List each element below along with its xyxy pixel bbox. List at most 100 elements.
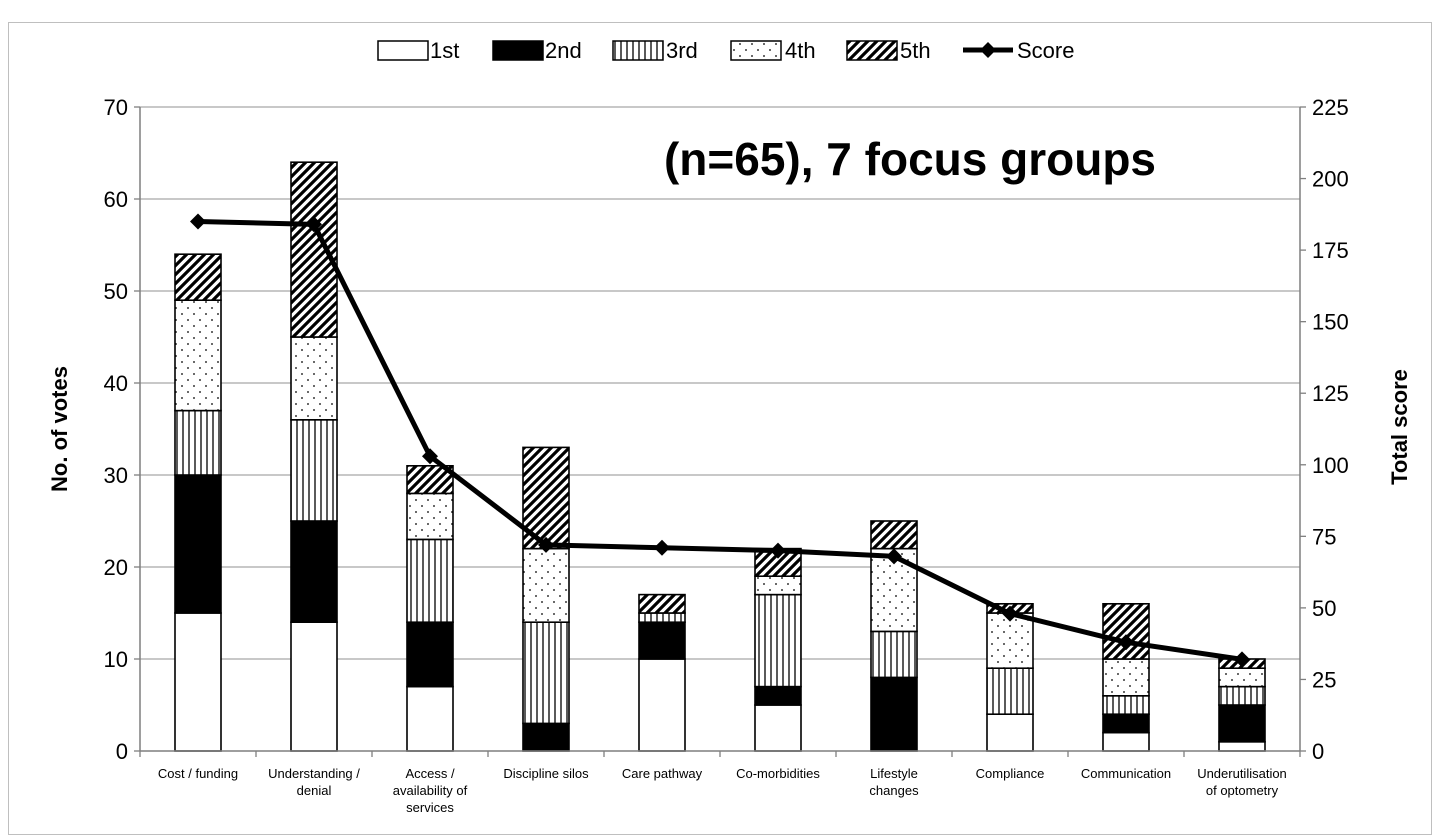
bar-segment-3rd [1102, 694, 1150, 715]
bar-segment-3rd [1218, 685, 1266, 706]
score-marker [1002, 605, 1018, 622]
bar-segment-2nd [522, 722, 570, 752]
x-tick-label: Communication [1081, 766, 1171, 781]
y2-tick-label: 200 [1312, 167, 1349, 192]
y-tick-label: 40 [104, 371, 128, 396]
bar-segment-1st [1218, 740, 1266, 752]
x-tick-label: Discipline silos [503, 766, 589, 781]
axis-labels: 0 10 20 30 40 50 60 70 0 25 50 75 100 125 150 175 200 225… [47, 95, 1412, 815]
bar-segment-5th [290, 161, 338, 338]
y2-tick-label: 75 [1312, 524, 1336, 549]
score-marker [886, 548, 902, 565]
score-marker [1234, 651, 1250, 668]
y2-tick-label: 25 [1312, 667, 1336, 692]
bar-segment-5th [638, 593, 686, 614]
bar-segment-1st [754, 704, 802, 752]
axes [134, 106, 1306, 757]
bar-segment-3rd [406, 538, 454, 624]
legend-swatch-5th [846, 40, 898, 61]
legend-label: 3rd [666, 38, 698, 63]
bar-segment-2nd [290, 520, 338, 623]
bar-segment-3rd [522, 621, 570, 725]
bar-segment-4th [174, 299, 222, 412]
y-tick-label: 50 [104, 279, 128, 304]
score-marker [190, 213, 206, 230]
x-tick-label: Compliance [976, 766, 1045, 781]
legend-label: 5th [900, 38, 931, 63]
y2-tick-label: 225 [1312, 95, 1349, 120]
bar-segment-3rd [290, 418, 338, 522]
bar-segment-5th [1102, 602, 1150, 660]
bar-segment-1st [1102, 731, 1150, 752]
chart-annotation: (n=65), 7 focus groups [664, 133, 1156, 185]
y-tick-label: 10 [104, 647, 128, 672]
bar-segment-3rd [638, 612, 686, 623]
bar-segment-1st [290, 621, 338, 752]
bar-segment-4th [1218, 667, 1266, 688]
bar-segment-3rd [986, 667, 1034, 716]
y2-tick-label: 150 [1312, 310, 1349, 335]
legend-swatch-marker [980, 42, 996, 58]
bar-segment-1st [406, 685, 454, 752]
bar-segment-1st [638, 658, 686, 752]
score-line-path [197, 218, 1243, 662]
legend-swatch-3rd [612, 40, 664, 61]
y2-tick-label: 0 [1312, 739, 1324, 764]
bar-segment-1st [986, 713, 1034, 752]
y2-tick-label: 175 [1312, 238, 1349, 263]
y2-tick-label: 100 [1312, 453, 1349, 478]
legend-swatch-1st [377, 40, 429, 61]
bar-segment-4th [290, 336, 338, 421]
x-tick-label: Access / availability of services [393, 766, 468, 815]
score-marker [770, 542, 786, 559]
bar-segment-2nd [406, 621, 454, 688]
bar-segment-3rd [870, 630, 918, 679]
y2-tick-label: 50 [1312, 596, 1336, 621]
y-tick-label: 60 [104, 187, 128, 212]
legend-swatch-4th [730, 40, 782, 61]
bar-segment-4th [522, 547, 570, 623]
bar-segment-5th [406, 464, 454, 495]
bar-segment-4th [406, 492, 454, 541]
y-tick-label: 20 [104, 555, 128, 580]
bar-segment-2nd [1102, 713, 1150, 734]
legend-label: 4th [785, 38, 816, 63]
bar-segment-2nd [174, 474, 222, 614]
bars [174, 161, 1266, 752]
bar-segment-4th [754, 575, 802, 596]
y-axis-title: No. of votes [47, 366, 72, 492]
y-tick-label: 70 [104, 95, 128, 120]
score-marker [1118, 634, 1134, 651]
x-tick-label: Cost / funding [158, 766, 238, 781]
y2-axis-title: Total score [1387, 369, 1412, 485]
bar-segment-2nd [870, 676, 918, 752]
bar-segment-5th [870, 520, 918, 550]
legend: 1st 2nd 3rd 4th 5th Score [377, 38, 1074, 63]
y-tick-label: 30 [104, 463, 128, 488]
legend-label: 2nd [545, 38, 582, 63]
bar-segment-5th [174, 253, 222, 301]
score-marker [654, 539, 670, 556]
x-tick-label: Co-morbidities [736, 766, 820, 781]
y-tick-label: 0 [116, 739, 128, 764]
bar-segment-3rd [754, 593, 802, 688]
bar-segment-2nd [754, 685, 802, 706]
score-marker [422, 448, 438, 465]
score-marker [538, 536, 554, 553]
legend-label: 1st [430, 38, 459, 63]
x-tick-label: Lifestyle changes [869, 766, 919, 798]
bar-segment-2nd [638, 621, 686, 660]
bar-segment-3rd [174, 409, 222, 476]
bar-segment-4th [1102, 658, 1150, 697]
x-tick-label: Understanding / denial [268, 766, 360, 798]
x-tick-label: Care pathway [622, 766, 703, 781]
x-tick-label: Underutilisation of optometry [1197, 766, 1287, 798]
legend-swatch-2nd [492, 40, 544, 61]
score-marker [306, 216, 322, 233]
bar-segment-2nd [1218, 704, 1266, 743]
y2-tick-label: 125 [1312, 381, 1349, 406]
score-line [190, 213, 1250, 668]
legend-label: Score [1017, 38, 1074, 63]
